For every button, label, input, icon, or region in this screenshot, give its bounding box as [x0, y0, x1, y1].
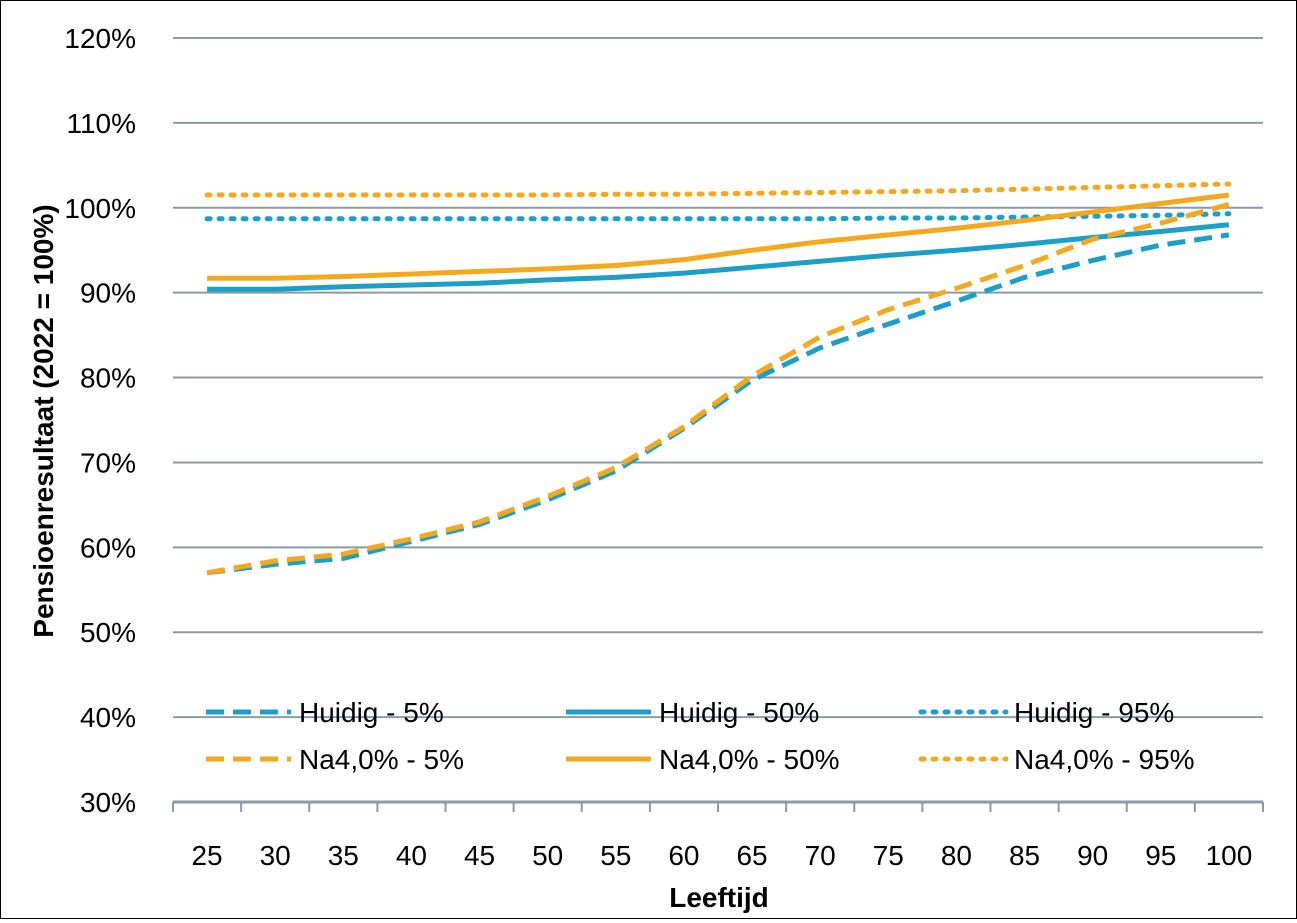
y-axis-tick-labels: 30% 40% 50% 60% 70% 80% 90% 100% 110% 120%: [64, 23, 136, 818]
y-tick-label: 120%: [64, 23, 136, 54]
y-tick-label: 50%: [80, 617, 136, 648]
x-tick-label: 60: [668, 840, 699, 871]
legend-label-huidig-95: Huidig - 95%: [1014, 697, 1174, 728]
y-axis-title: Pensioenresultaat (2022 = 100%): [28, 204, 59, 637]
x-tick-label: 45: [464, 840, 495, 871]
x-tick-label: 70: [805, 840, 836, 871]
series-line-na4-0-50: [207, 192, 1230, 281]
y-tick-label: 40%: [80, 702, 136, 733]
x-tick-label: 30: [260, 840, 291, 871]
series-line-na4-0-5: [206, 201, 1230, 576]
y-tick-label: 30%: [80, 787, 136, 818]
legend-label-na4-0-5: Na4,0% - 5%: [299, 744, 464, 775]
x-tick-label: 40: [396, 840, 427, 871]
y-tick-label: 100%: [64, 193, 136, 224]
legend-label-huidig-5: Huidig - 5%: [299, 697, 444, 728]
x-tick-label: 85: [1009, 840, 1040, 871]
x-tick-label: 95: [1145, 840, 1176, 871]
x-tick-label: 55: [600, 840, 631, 871]
x-tick-label: 35: [328, 840, 359, 871]
y-tick-label: 60%: [80, 532, 136, 563]
legend-label-na4-0-95: Na4,0% - 95%: [1014, 744, 1195, 775]
x-axis: [172, 800, 1264, 812]
x-tick-label: 50: [532, 840, 563, 871]
x-tick-label: 80: [941, 840, 972, 871]
gridlines: [173, 37, 1263, 719]
series-lines: [204, 181, 1232, 576]
legend: Huidig - 5% Huidig - 50% Huidig - 95% Na4,0…: [206, 697, 1195, 775]
legend-label-na4-0-50: Na4,0% - 50%: [659, 744, 840, 775]
legend-label-huidig-50: Huidig - 50%: [659, 697, 819, 728]
series-line-na4-0-95: [204, 181, 1232, 198]
x-axis-title: Leeftijd: [669, 882, 769, 913]
y-tick-label: 80%: [80, 363, 136, 394]
y-tick-label: 110%: [66, 108, 136, 139]
series-line-huidig-50: [207, 222, 1230, 292]
x-tick-label: 90: [1077, 840, 1108, 871]
x-tick-label: 75: [873, 840, 904, 871]
y-tick-label: 90%: [80, 278, 136, 309]
x-tick-label: 25: [191, 840, 222, 871]
x-tick-label: 100: [1206, 840, 1253, 871]
x-axis-tick-labels: 25 30 35 40 45 50 55 60 65 70 75 80 85 90 95 100: [191, 840, 1252, 871]
x-tick-label: 65: [736, 840, 767, 871]
y-tick-label: 70%: [80, 447, 136, 478]
